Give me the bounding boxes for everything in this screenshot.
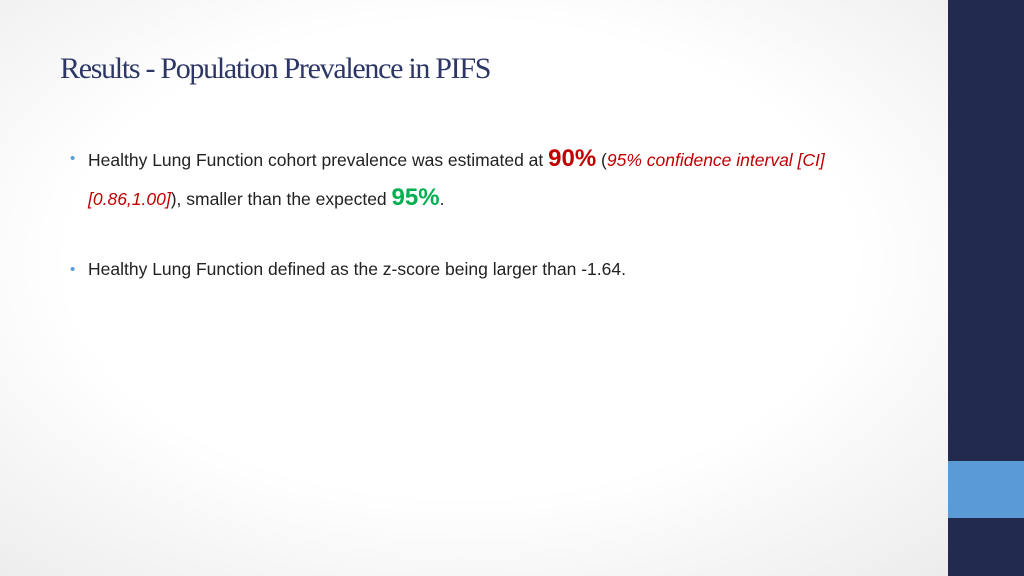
text-segment: 90%	[548, 145, 597, 172]
sidebar-accent	[948, 461, 1024, 518]
text-segment: Healthy Lung Function cohort prevalence …	[88, 150, 549, 170]
text-segment: 95% confidence interval [CI] [0.86,1.00]	[88, 150, 825, 209]
text-segment: .	[439, 189, 445, 209]
text-segment: (	[596, 150, 607, 170]
bullet: Healthy Lung Function defined as the z-s…	[70, 251, 888, 288]
text-segment: 95%	[391, 184, 440, 211]
text-segment: ), smaller than the expected	[170, 189, 392, 209]
bullet: Healthy Lung Function cohort prevalence …	[70, 140, 888, 218]
bullet-list: Healthy Lung Function cohort prevalence …	[70, 140, 888, 321]
text-segment: Healthy Lung Function defined as the z-s…	[88, 259, 626, 279]
slide-title: Results - Population Prevalence in PIFS	[60, 52, 491, 85]
